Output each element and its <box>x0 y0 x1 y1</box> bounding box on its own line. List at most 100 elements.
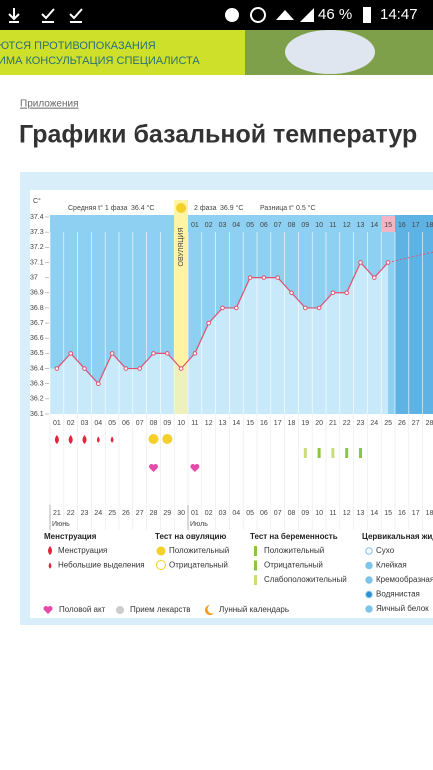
legend-item: Менструация <box>58 546 107 555</box>
cycle-day: 02 <box>67 420 75 427</box>
menstruation-icon <box>68 435 73 444</box>
legend-item: Прием лекарств <box>130 605 190 614</box>
banner-image <box>285 30 375 74</box>
y-tick-label: 36.1 <box>30 411 44 418</box>
cycle-day: 25 <box>384 420 392 427</box>
date: 10 <box>315 510 323 517</box>
menstruation-icon <box>96 436 100 443</box>
phase2-label: 2 фаза <box>194 205 217 212</box>
legend-icon <box>156 546 166 556</box>
y-tick-label: 37.1 <box>30 259 44 266</box>
temp-point <box>247 275 253 280</box>
temp-point <box>151 351 156 356</box>
y-tick-label: 37 <box>30 274 38 281</box>
cycle-day: 03 <box>81 420 89 427</box>
banner-text: ЮТСЯ ПРОТИВОПОКАЗАНИЯ <box>0 40 156 52</box>
phase2-value: 36.9 °C <box>220 204 243 212</box>
ovulation-test-icon <box>148 434 159 444</box>
date: 05 <box>246 510 254 517</box>
legend-icon <box>48 546 52 555</box>
phase-day: 07 <box>274 222 282 229</box>
temp-point <box>137 366 142 371</box>
temp-point <box>123 366 129 371</box>
cycle-day: 23 <box>357 420 365 427</box>
y-tick-label: 37.4 <box>30 214 44 221</box>
y-unit: C° <box>33 197 41 205</box>
cycle-day: 21 <box>329 420 337 427</box>
ovulation-test-icon <box>162 434 173 444</box>
cycle-day: 20 <box>315 420 323 427</box>
wifi-icon <box>276 10 294 20</box>
temp-point <box>109 351 115 356</box>
temp-point <box>275 275 281 280</box>
phase-day: 12 <box>343 222 351 229</box>
phase-day: 03 <box>219 222 227 229</box>
pregnancy-test-icon <box>345 448 349 458</box>
cycle-day: 12 <box>205 420 213 427</box>
date: 23 <box>81 510 89 517</box>
legend-item: Положительный <box>264 546 324 555</box>
date: 11 <box>329 510 336 517</box>
temp-point <box>330 290 336 296</box>
legend-icon <box>254 546 257 556</box>
cycle-day: 15 <box>246 420 254 427</box>
phase-day: 05 <box>246 222 254 229</box>
date: 09 <box>301 510 309 517</box>
cycle-day: 24 <box>370 420 378 427</box>
breadcrumb[interactable]: Приложения <box>20 99 79 110</box>
diff-value: 0.5 °C <box>296 204 316 212</box>
temp-point <box>372 275 377 280</box>
legend-icon <box>156 560 166 570</box>
date: 29 <box>163 510 171 517</box>
cycle-day: 09 <box>163 420 171 427</box>
date: 15 <box>384 510 392 517</box>
phase-day: 02 <box>205 222 213 229</box>
temp-point <box>178 366 184 371</box>
cycle-day: 04 <box>94 420 102 427</box>
month: Июль <box>190 521 208 528</box>
y-tick-label: 36.6 <box>30 335 44 342</box>
future-bg <box>395 215 433 414</box>
legend-item: Сухо <box>376 546 395 555</box>
legend-item: Водянистая <box>376 590 420 599</box>
cycle-day: 22 <box>343 420 351 427</box>
y-tick-label: 37.3 <box>30 229 44 236</box>
temp-point <box>96 381 101 386</box>
legend-heading: Менструация <box>44 532 97 541</box>
pregnancy-test-icon <box>331 448 335 458</box>
page-title: Графики базальной температур <box>19 121 417 149</box>
phase-day: 16 <box>398 222 406 229</box>
cycle-day: 10 <box>177 420 185 427</box>
pregnancy-test-icon <box>317 448 321 458</box>
date: 25 <box>108 510 116 517</box>
temp-point <box>261 275 267 280</box>
clock: 14:47 <box>380 6 418 23</box>
legend-icon <box>48 562 52 569</box>
temp-point <box>234 305 239 311</box>
ovulation-marker <box>176 203 187 213</box>
date: 03 <box>219 510 227 517</box>
cycle-day: 18 <box>288 420 296 427</box>
legend-icon <box>254 575 257 585</box>
pregnancy-test-icon <box>359 448 362 458</box>
legend-icon <box>365 605 373 613</box>
cycle-day: 17 <box>274 420 282 427</box>
menstruation-icon <box>82 435 87 444</box>
date: 27 <box>136 510 144 517</box>
legend-heading: Цервикальная жид <box>362 532 433 541</box>
cycle-day: 05 <box>108 420 116 427</box>
date: 18 <box>426 510 433 517</box>
temp-point <box>316 305 322 311</box>
legend-item: Половой акт <box>59 605 106 614</box>
legend-item: Положительный <box>169 546 229 555</box>
phase-day: 11 <box>329 222 336 229</box>
cycle-day: 01 <box>53 420 61 427</box>
phase-day: 01 <box>191 222 199 229</box>
y-tick-label: 36.2 <box>30 396 44 403</box>
date: 17 <box>412 510 420 517</box>
y-tick-label: 36.4 <box>30 365 44 372</box>
temp-point <box>54 366 60 371</box>
date: 22 <box>67 510 75 517</box>
today-header <box>381 216 395 232</box>
phase-day: 18 <box>426 222 433 229</box>
